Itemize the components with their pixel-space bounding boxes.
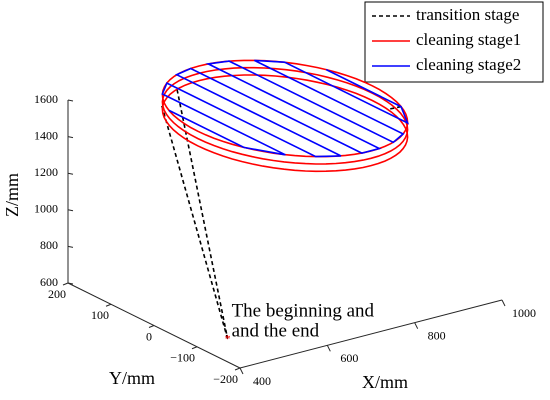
legend-label: transition stage xyxy=(416,5,519,24)
z-tick xyxy=(67,99,74,102)
y-tick xyxy=(105,303,112,307)
x-tick-label: 800 xyxy=(428,328,446,342)
x-tick xyxy=(501,299,506,307)
y-tick xyxy=(148,325,155,328)
start-marker: * xyxy=(225,332,231,346)
legend-label: cleaning stage1 xyxy=(416,30,521,49)
z-tick-label: 1200 xyxy=(34,165,58,179)
trajectory xyxy=(161,59,410,158)
x-tick xyxy=(326,345,331,352)
legend-label: cleaning stage2 xyxy=(416,55,521,74)
ring xyxy=(161,74,409,173)
x-axis-label: X/mm xyxy=(362,372,408,392)
z-tick xyxy=(67,209,74,212)
z-axis-label: Z/mm xyxy=(2,173,22,217)
z-tick-label: 1400 xyxy=(34,128,58,142)
y-tick xyxy=(62,282,69,286)
y-tick-label: −200 xyxy=(213,372,238,386)
z-tick xyxy=(67,245,74,248)
x-tick xyxy=(239,367,244,375)
x-tick-label: 1000 xyxy=(512,306,536,320)
x-axis xyxy=(239,299,503,369)
y-axis-label: Y/mm xyxy=(109,368,155,388)
ring xyxy=(161,66,409,165)
z-tick-label: 1600 xyxy=(34,92,58,106)
y-tick xyxy=(234,367,241,371)
x-tick-label: 400 xyxy=(253,374,271,388)
z-tick-label: 800 xyxy=(40,238,58,252)
annotation: The beginning and xyxy=(232,300,375,321)
x-tick-label: 600 xyxy=(340,351,358,365)
z-tick xyxy=(67,282,74,285)
y-tick-label: 200 xyxy=(48,287,66,301)
annotation: and the end xyxy=(232,320,320,341)
y-tick-label: −100 xyxy=(170,351,195,365)
z-tick-label: 600 xyxy=(40,275,58,289)
y-tick-label: 100 xyxy=(91,308,109,322)
x-tick xyxy=(414,322,419,329)
y-tick-label: 0 xyxy=(146,329,152,343)
y-tick xyxy=(191,346,198,350)
z-tick xyxy=(67,172,74,175)
z-tick-label: 1000 xyxy=(34,202,58,216)
z-tick xyxy=(67,136,74,139)
